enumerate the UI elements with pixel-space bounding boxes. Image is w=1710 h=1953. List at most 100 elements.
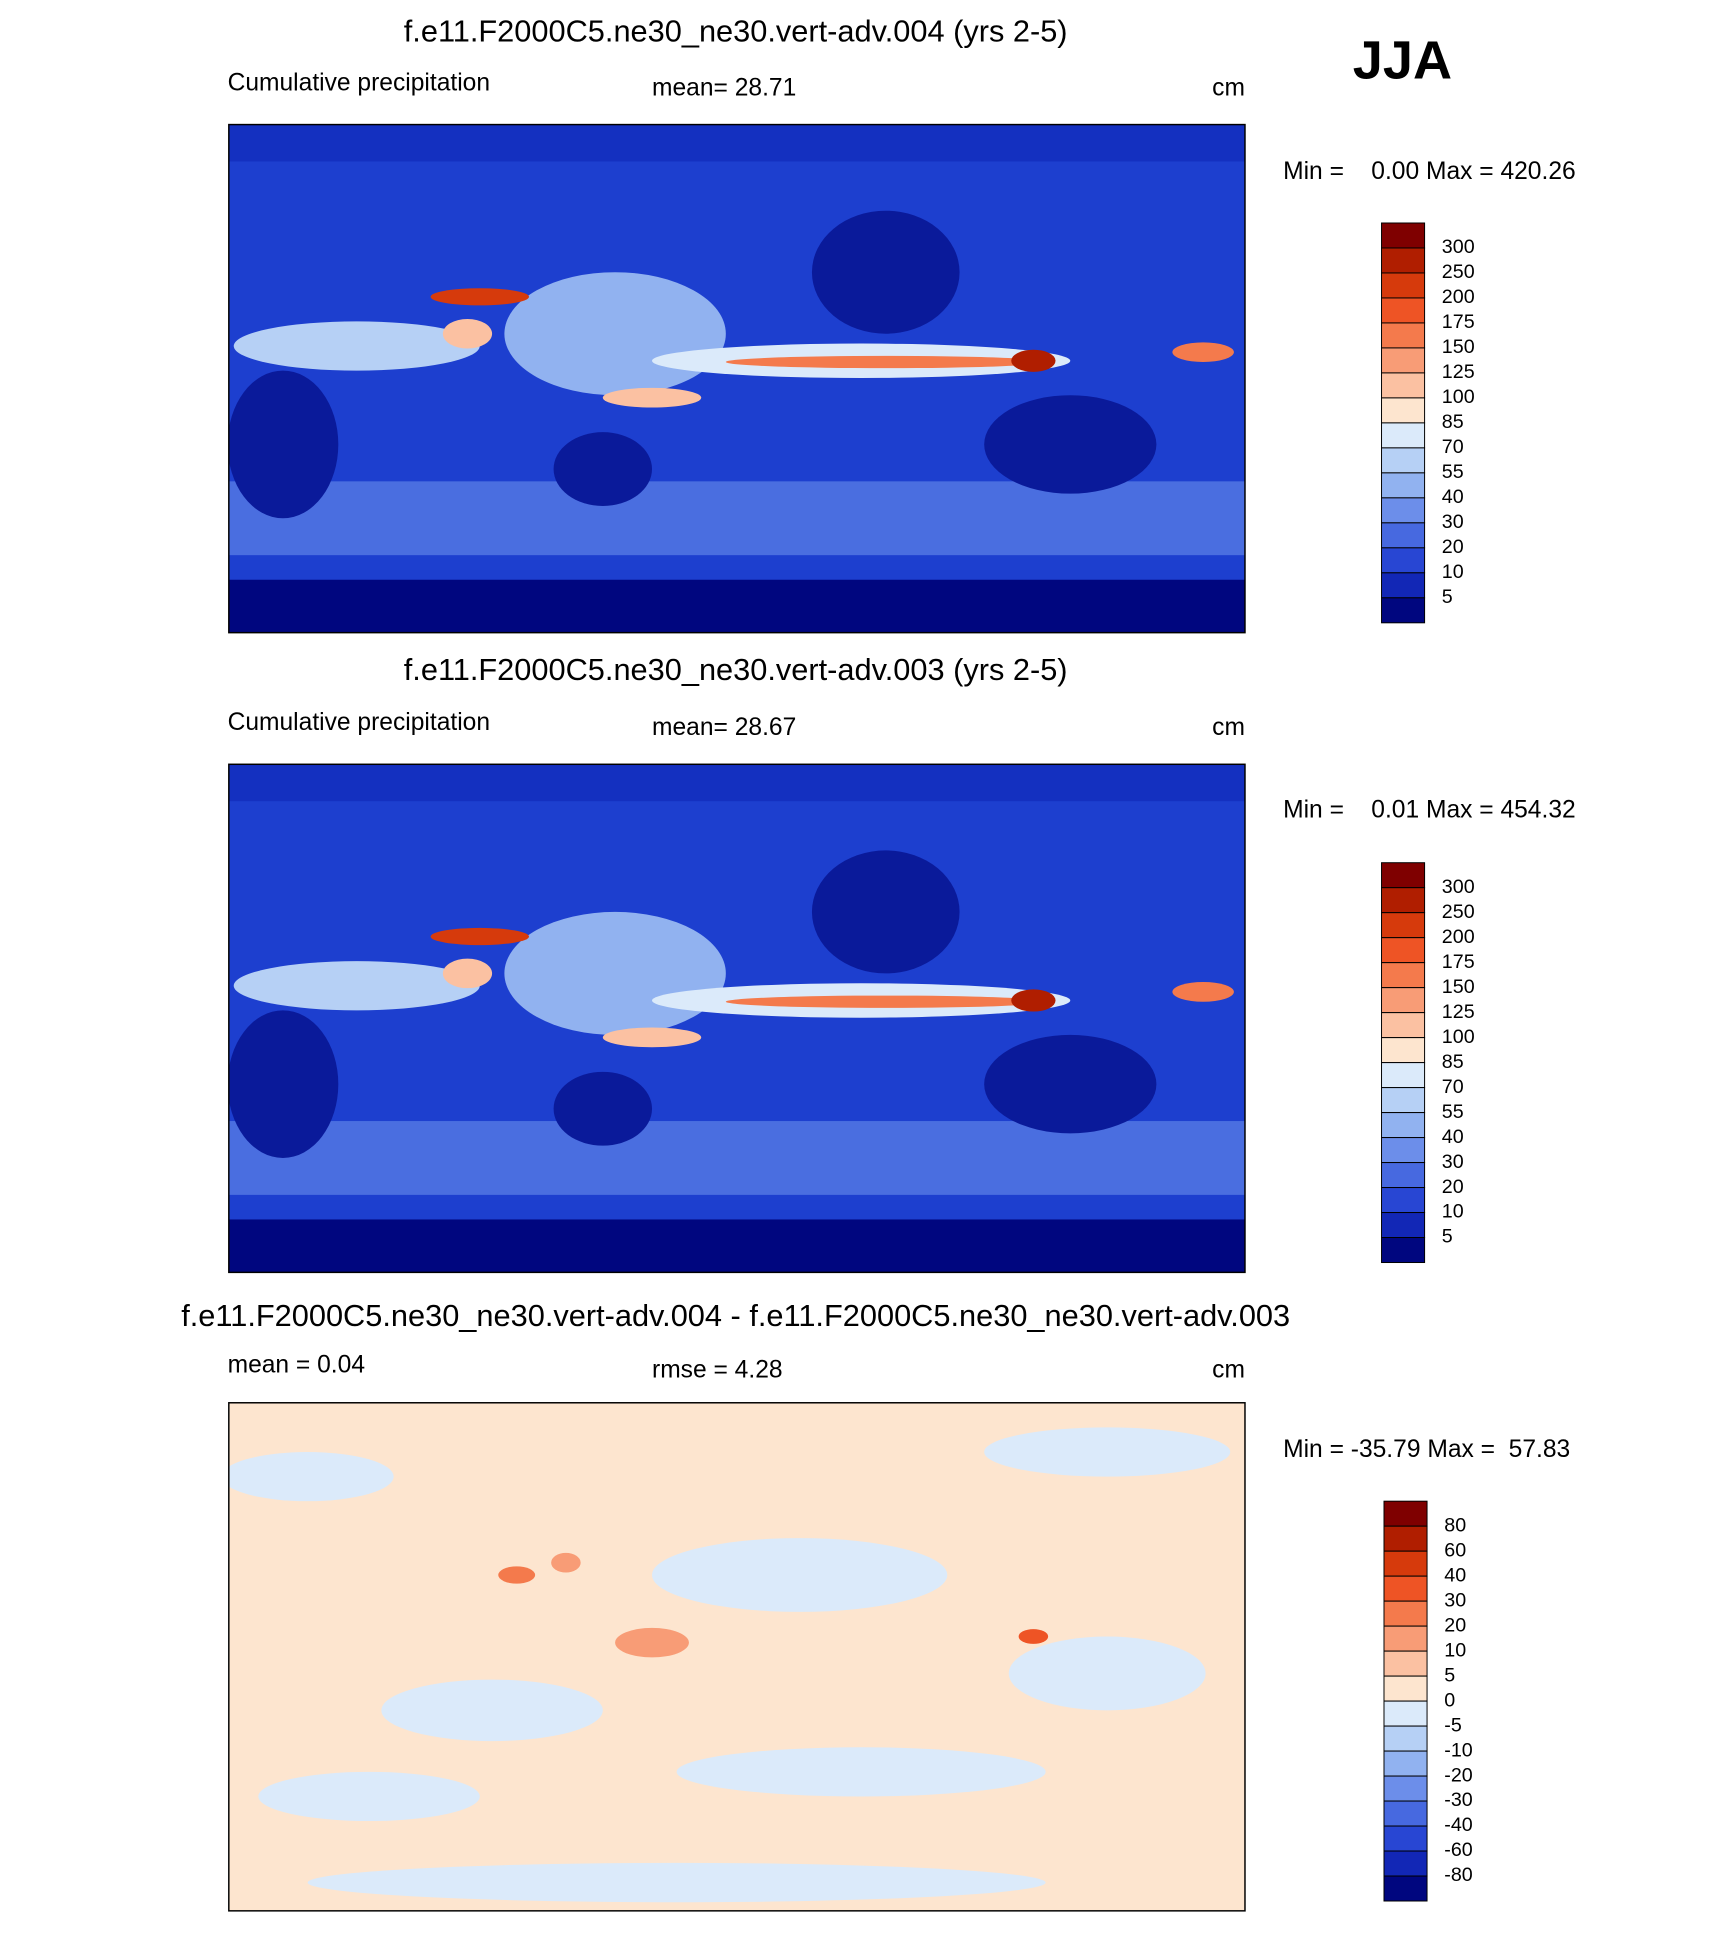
colorbar-label: 100 xyxy=(1442,1026,1475,1048)
colorbar-box xyxy=(1381,937,1426,964)
colorbar-label: 10 xyxy=(1442,1201,1464,1223)
map-area xyxy=(984,1427,1231,1477)
colorbar-box xyxy=(1383,1800,1428,1827)
colorbar-box xyxy=(1381,912,1426,939)
map-area xyxy=(553,1071,653,1146)
center-label: mean= 28.67 xyxy=(652,714,796,741)
center-label: mean= 28.71 xyxy=(652,74,796,101)
colorbar-box xyxy=(1381,522,1426,549)
map-band xyxy=(228,481,1245,556)
colorbar-label: 40 xyxy=(1444,1564,1466,1586)
colorbar-box xyxy=(1381,397,1426,424)
colorbar-label: 30 xyxy=(1442,1151,1464,1173)
colorbar-label: 40 xyxy=(1442,486,1464,508)
colorbar-label: 175 xyxy=(1442,951,1475,973)
colorbar-label: 150 xyxy=(1442,976,1475,998)
colorbar-box xyxy=(1381,887,1426,914)
colorbar-box xyxy=(1381,322,1426,349)
colorbar-label: 85 xyxy=(1442,411,1464,433)
center-label: rmse = 4.28 xyxy=(652,1356,783,1383)
colorbar-label: 80 xyxy=(1444,1514,1466,1536)
range-label: Min = 0.01 Max = 454.32 xyxy=(1283,797,1576,824)
colorbar-label: 20 xyxy=(1442,536,1464,558)
colorbar-box xyxy=(1383,1875,1428,1902)
colorbar-label: 20 xyxy=(1442,1176,1464,1198)
map-area xyxy=(811,850,960,974)
map-area xyxy=(233,961,480,1011)
left-label: Cumulative precipitation xyxy=(228,709,490,736)
colorbar-label: 0 xyxy=(1444,1689,1455,1711)
colorbar-label: 300 xyxy=(1442,236,1475,258)
map-band xyxy=(228,764,1245,802)
colorbar-box xyxy=(1383,1525,1428,1552)
map-area xyxy=(228,1010,339,1158)
colorbar-label: 150 xyxy=(1442,336,1475,358)
map-area xyxy=(1011,989,1056,1012)
colorbar-box xyxy=(1383,1650,1428,1677)
colorbar-label: 30 xyxy=(1444,1589,1466,1611)
colorbar-box xyxy=(1381,1062,1426,1089)
range-label: Min = 0.00 Max = 420.26 xyxy=(1283,158,1576,185)
map-area xyxy=(233,321,480,371)
colorbar-box xyxy=(1381,422,1426,449)
colorbar-box xyxy=(1381,472,1426,499)
colorbar-box xyxy=(1381,547,1426,574)
map-area xyxy=(551,1552,581,1573)
colorbar-box xyxy=(1381,247,1426,274)
map-area xyxy=(553,432,653,506)
map-area xyxy=(430,927,529,946)
map-band xyxy=(228,579,1245,633)
colorbar-label: -60 xyxy=(1444,1839,1472,1861)
colorbar-box xyxy=(1383,1675,1428,1702)
colorbar-box xyxy=(1381,272,1426,299)
map-area xyxy=(442,958,493,989)
colorbar-box xyxy=(1381,572,1426,599)
map-area xyxy=(498,1566,536,1584)
map-area xyxy=(381,1679,603,1742)
left-label: mean = 0.04 xyxy=(228,1351,365,1378)
colorbar-box xyxy=(1383,1850,1428,1877)
colorbar-label: 5 xyxy=(1442,586,1453,608)
colorbar-label: 125 xyxy=(1442,1001,1475,1023)
colorbar-box xyxy=(1383,1625,1428,1652)
left-label: Cumulative precipitation xyxy=(228,69,490,96)
colorbar-box xyxy=(1381,1162,1426,1189)
colorbar-box xyxy=(1381,1187,1426,1214)
range-label: Min = -35.79 Max = 57.83 xyxy=(1283,1436,1570,1463)
colorbar-box xyxy=(1381,862,1426,889)
map-area xyxy=(984,1034,1157,1134)
colorbar-box xyxy=(1381,297,1426,324)
colorbar-box xyxy=(1381,222,1426,249)
colorbar-label: 70 xyxy=(1442,1076,1464,1098)
map-area xyxy=(442,318,493,349)
map-area xyxy=(602,387,702,408)
colorbar-box xyxy=(1381,1012,1426,1039)
colorbar-box xyxy=(1381,1237,1426,1264)
colorbar-box xyxy=(1383,1500,1428,1527)
season-label: JJA xyxy=(1353,31,1452,91)
colorbar-box xyxy=(1381,1037,1426,1064)
map xyxy=(228,1402,1245,1911)
colorbar-label: 60 xyxy=(1444,1539,1466,1561)
map-area xyxy=(307,1862,1046,1903)
colorbar-label: 10 xyxy=(1442,561,1464,583)
map-area xyxy=(1172,342,1234,363)
colorbar-label: 300 xyxy=(1442,876,1475,898)
colorbar-box xyxy=(1381,347,1426,374)
map-frame xyxy=(228,1402,1246,1912)
panel-title: f.e11.F2000C5.ne30_ne30.vert-adv.004 - f… xyxy=(181,1298,1290,1333)
map-area xyxy=(1172,982,1234,1002)
colorbar-box xyxy=(1381,962,1426,989)
colorbar-label: 55 xyxy=(1442,1101,1464,1123)
colorbar-label: 100 xyxy=(1442,386,1475,408)
colorbar-box xyxy=(1383,1825,1428,1852)
colorbar-box xyxy=(1381,1112,1426,1139)
map-area xyxy=(725,995,1046,1008)
colorbar-box xyxy=(1381,372,1426,399)
map-frame xyxy=(228,763,1246,1274)
map-band xyxy=(228,1121,1245,1195)
map-area xyxy=(504,911,726,1035)
colorbar-box xyxy=(1383,1775,1428,1802)
colorbar-label: 5 xyxy=(1442,1226,1453,1248)
